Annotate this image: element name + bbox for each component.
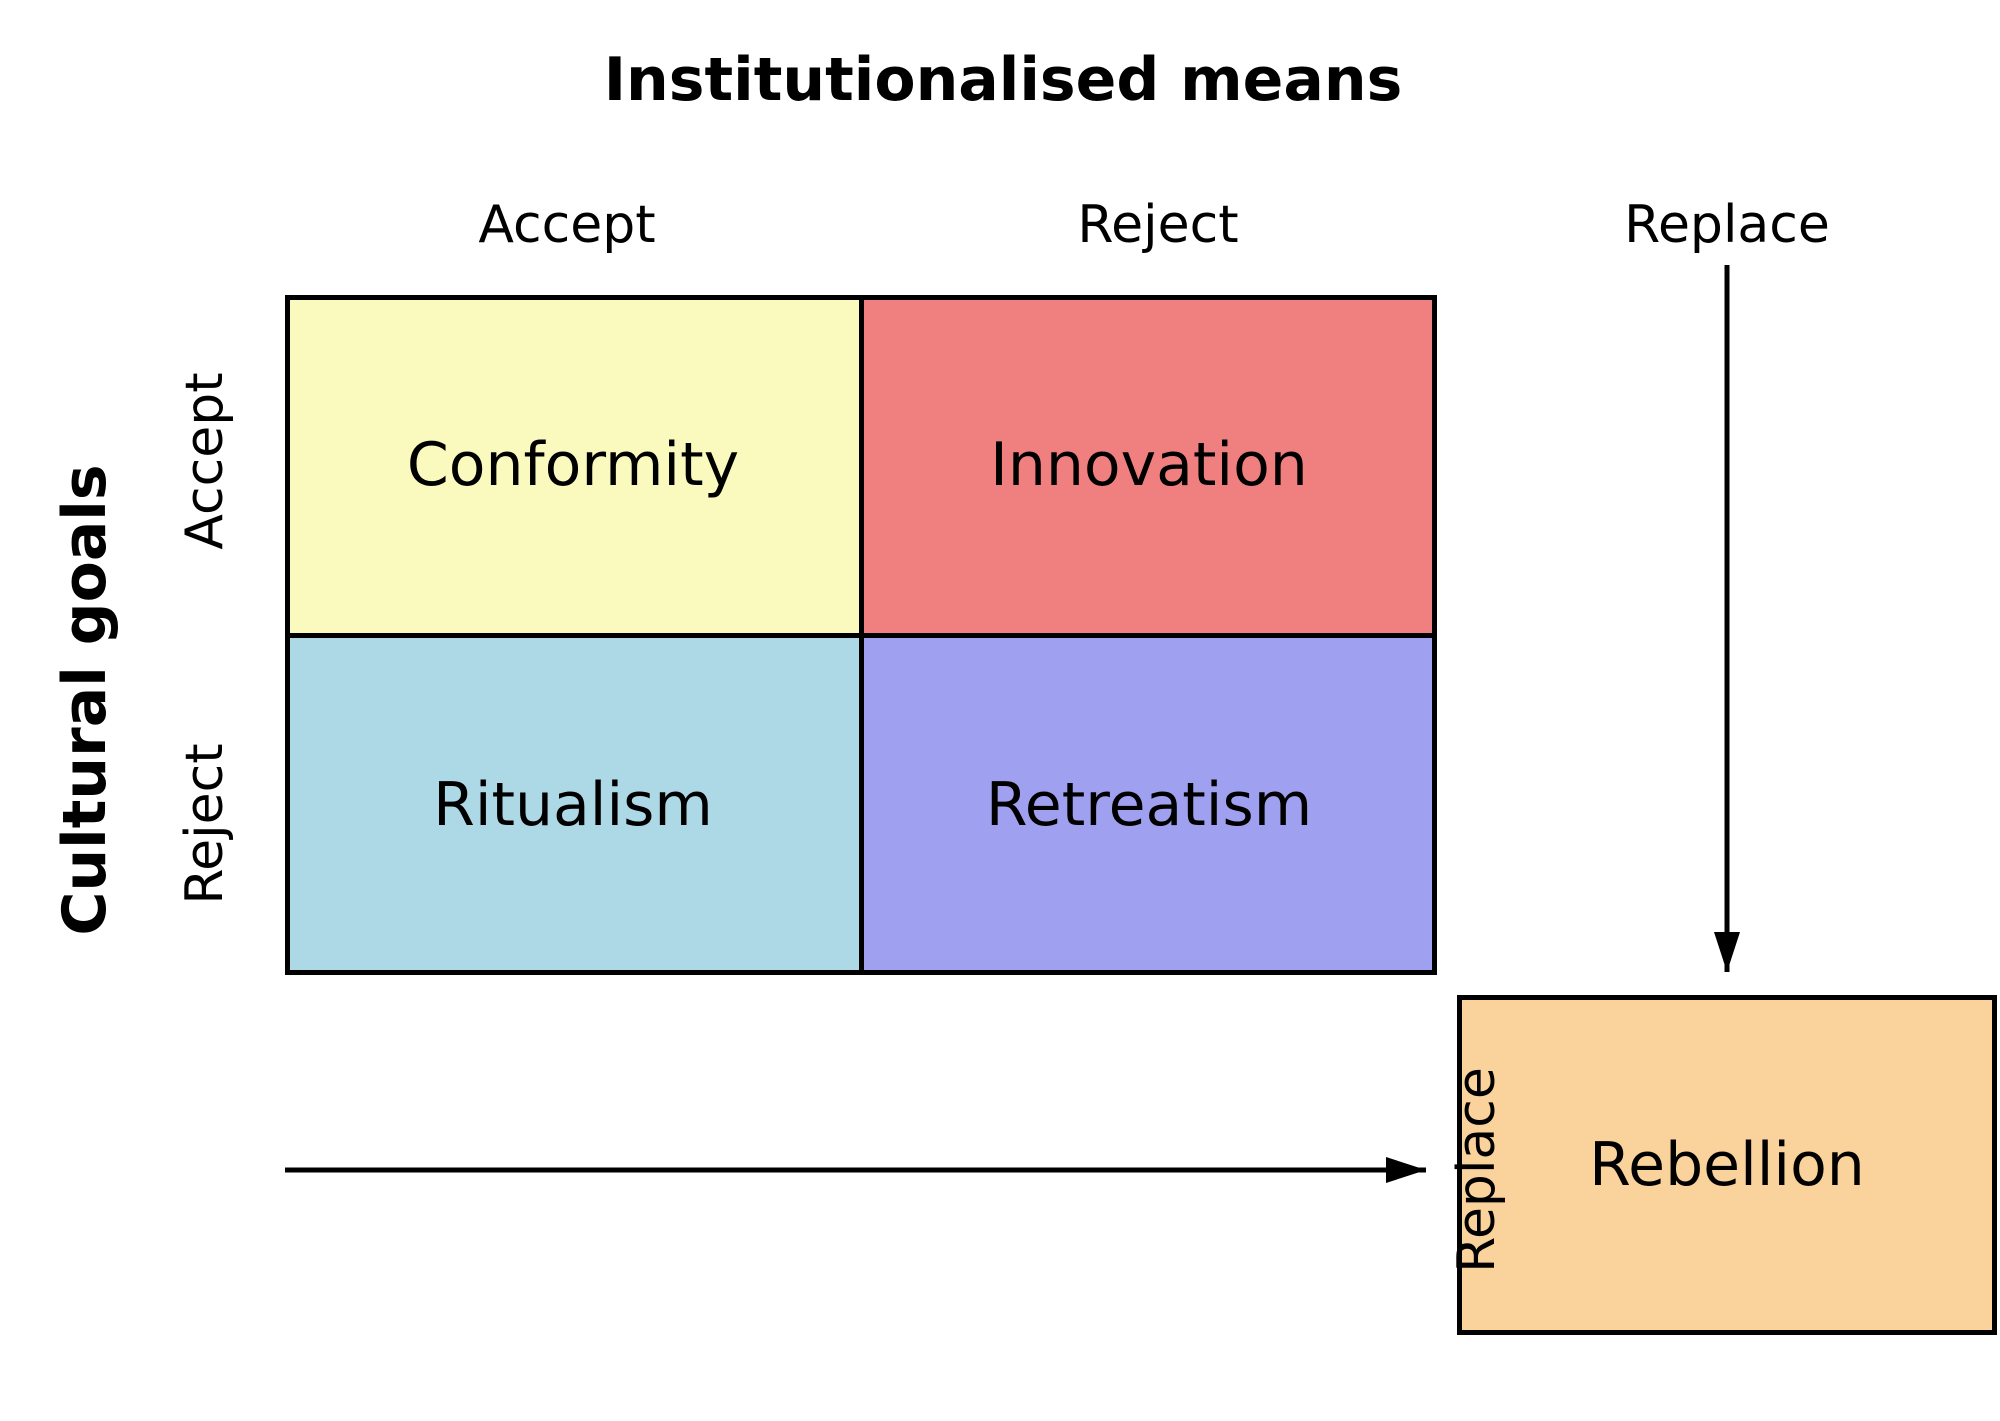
cell-rebellion: Rebellion (1457, 995, 1997, 1335)
rebellion-col-label: Replace (1624, 195, 1830, 255)
arrow-horizontal (285, 1157, 1426, 1183)
column-header-1: Reject (1077, 195, 1238, 255)
cell-ritualism: Ritualism (285, 635, 861, 975)
cell-label-retreatism: Retreatism (986, 770, 1312, 840)
cell-label-innovation: Innovation (990, 430, 1308, 500)
cell-label-rebellion: Rebellion (1589, 1130, 1865, 1200)
cell-label-ritualism: Ritualism (433, 770, 713, 840)
column-header-0: Accept (478, 195, 655, 255)
arrow-vertical (1714, 265, 1740, 972)
axis-left-label: Cultural goals (50, 464, 120, 935)
axis-top-label: Institutionalised means (604, 45, 1403, 115)
row-header-1: Reject (175, 743, 235, 904)
rebellion-row-label: Replace (1447, 1067, 1507, 1273)
cell-label-conformity: Conformity (407, 430, 739, 500)
row-header-0: Accept (175, 372, 235, 549)
cell-retreatism: Retreatism (861, 635, 1437, 975)
grid-hline (285, 633, 1437, 638)
cell-innovation: Innovation (861, 295, 1437, 635)
cell-conformity: Conformity (285, 295, 861, 635)
diagram-canvas: Institutionalised means Cultural goals Acc… (0, 0, 2000, 1421)
